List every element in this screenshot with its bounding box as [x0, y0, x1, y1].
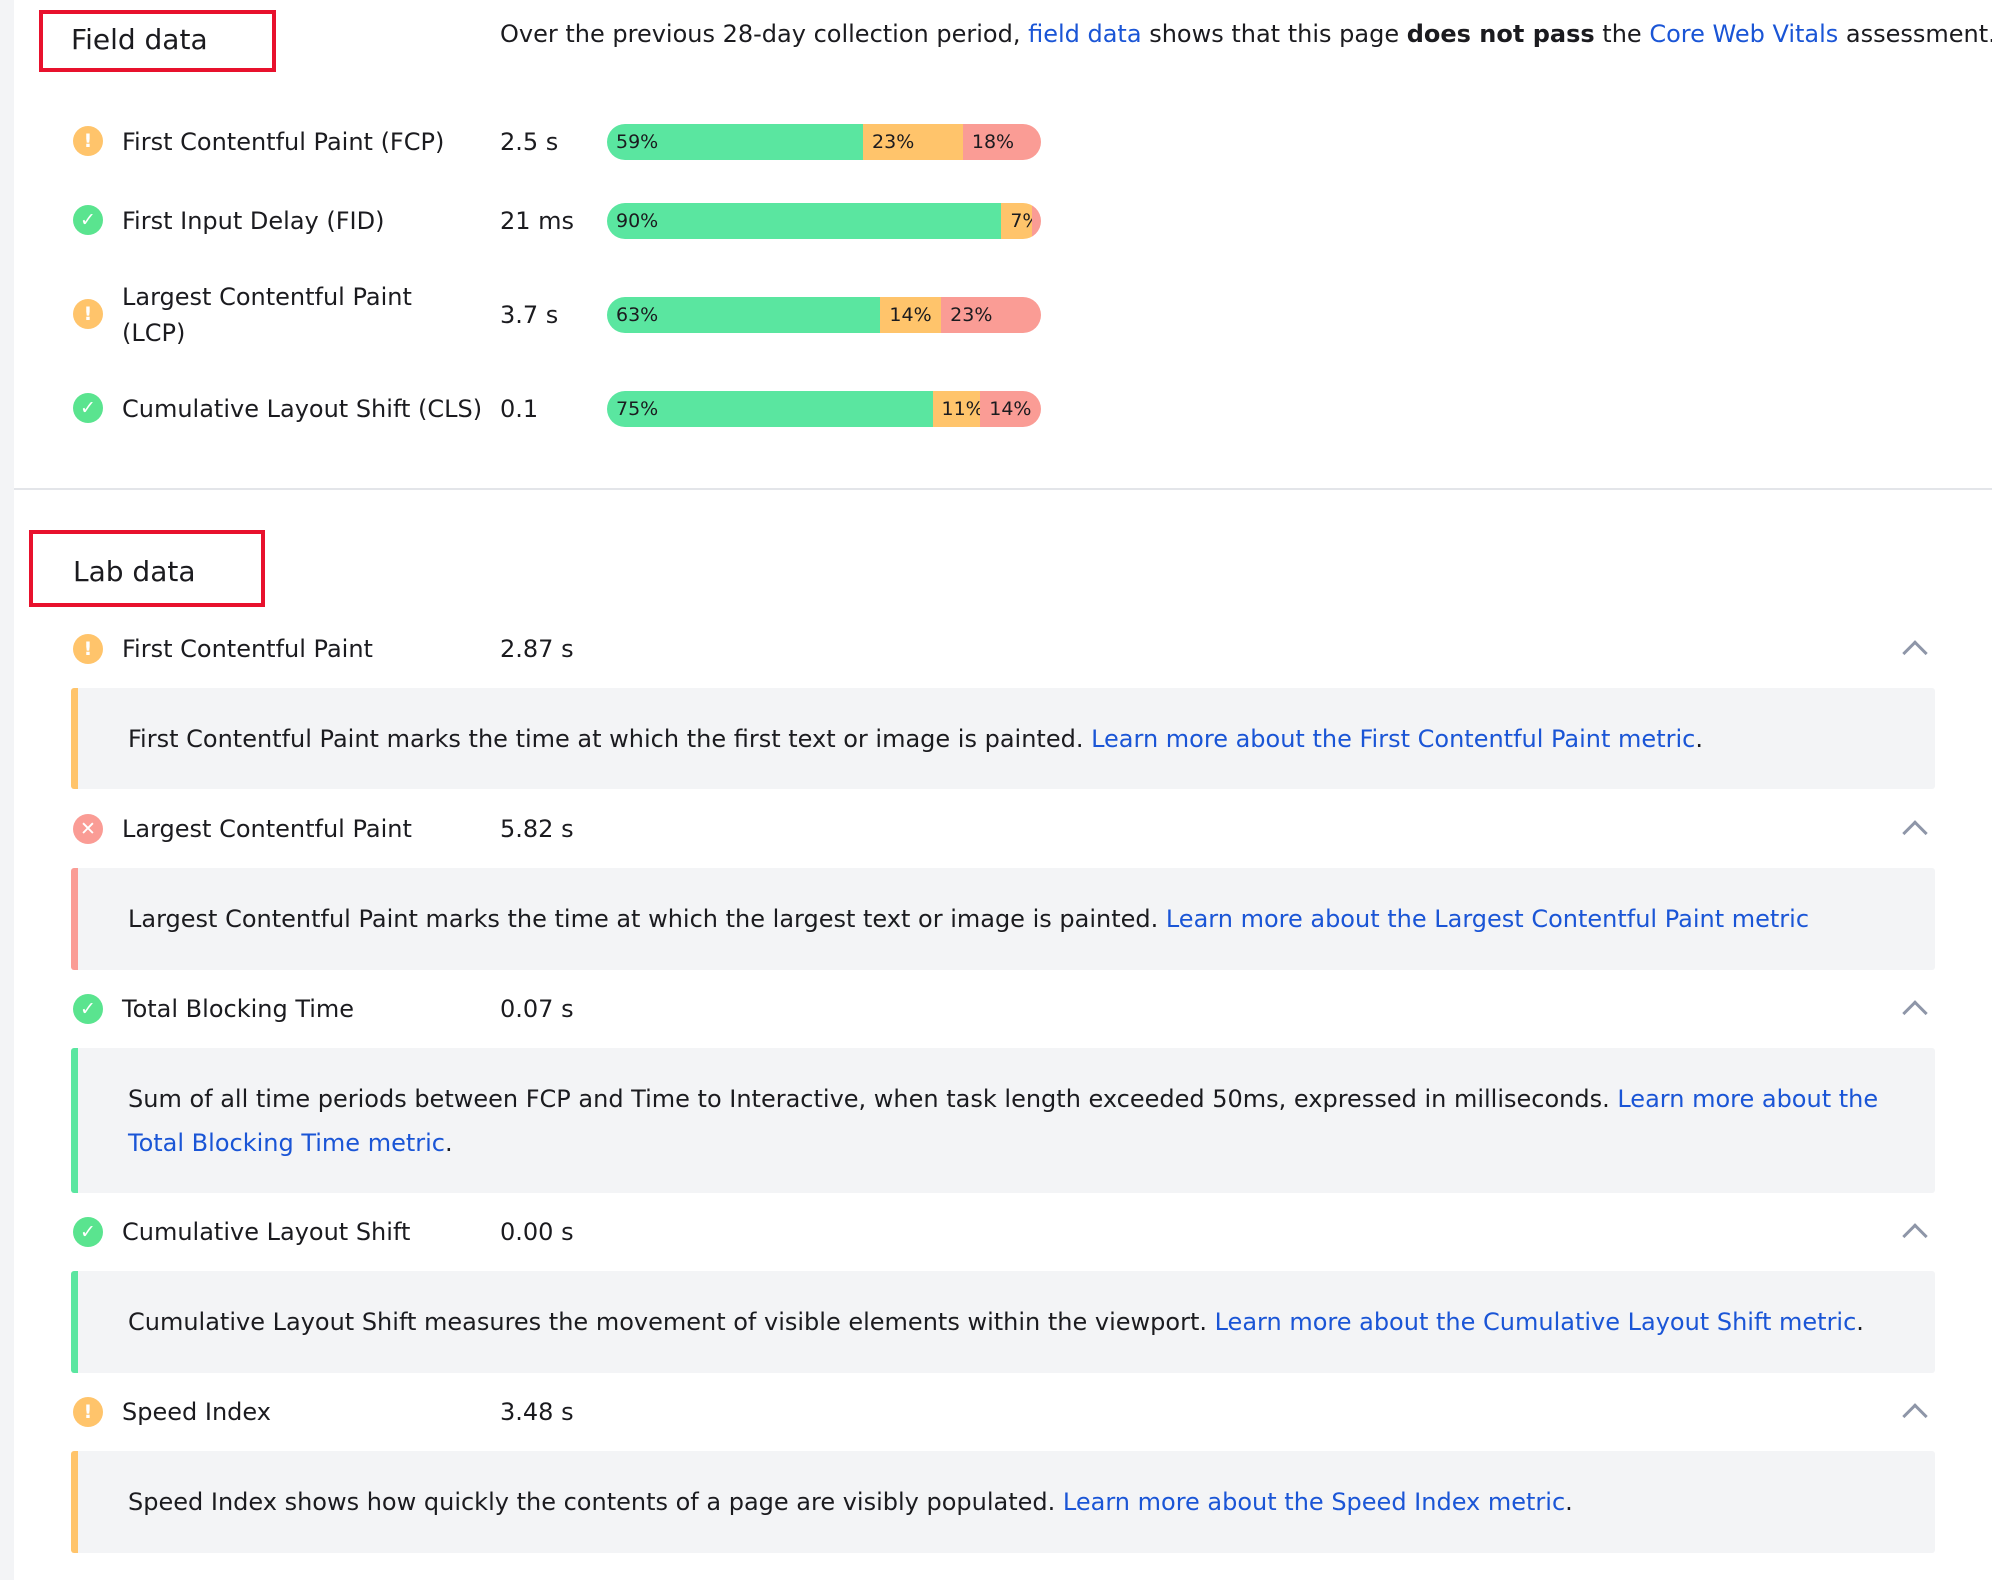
distribution-bar: 59% 23% 18%: [607, 124, 1041, 160]
summary-text: Over the previous 28-day collection peri…: [500, 20, 1029, 48]
summary-text: the: [1594, 20, 1650, 48]
needs-improvement-segment: 14%: [880, 297, 942, 333]
metric-description: Cumulative Layout Shift measures the mov…: [71, 1271, 1935, 1373]
lab-metric-name[interactable]: First Contentful Paint: [122, 635, 373, 663]
chevron-up-icon[interactable]: [1902, 1000, 1928, 1026]
field-metric-value: 21 ms: [500, 207, 575, 235]
lab-metric-value: 0.07 s: [500, 995, 574, 1023]
learn-more-link[interactable]: Learn more about the First Contentful Pa…: [1091, 724, 1696, 753]
section-divider: [14, 488, 1992, 490]
poor-segment: 2%: [1032, 203, 1041, 239]
exclamation-icon: !: [73, 634, 103, 664]
metric-description: Sum of all time periods between FCP and …: [71, 1048, 1935, 1193]
exclamation-icon: !: [73, 1397, 103, 1427]
lab-metric-name[interactable]: Total Blocking Time: [122, 995, 355, 1023]
description-trailing: .: [444, 1128, 453, 1157]
cross-icon: ✕: [73, 814, 103, 844]
check-icon: ✓: [73, 205, 103, 235]
good-segment: 59%: [607, 124, 864, 160]
field-metric-value: 0.1: [500, 395, 539, 423]
field-metric-name-line2: (LCP): [122, 319, 186, 347]
check-icon: ✓: [73, 1217, 103, 1247]
field-metric-value: 2.5 s: [500, 128, 559, 156]
metric-description: Largest Contentful Paint marks the time …: [71, 868, 1935, 970]
lab-metric-value: 0.00 s: [500, 1218, 574, 1246]
chevron-up-icon[interactable]: [1902, 1223, 1928, 1249]
description-trailing: .: [1565, 1488, 1573, 1516]
learn-more-link[interactable]: Learn more about the Largest Contentful …: [1165, 905, 1810, 933]
description-trailing: .: [1695, 724, 1703, 753]
check-icon: ✓: [73, 393, 103, 423]
lab-data-title-text: Lab data: [73, 555, 196, 588]
field-metric-name: First Contentful Paint (FCP): [122, 128, 445, 156]
chevron-up-icon[interactable]: [1902, 1403, 1928, 1429]
distribution-bar: 90%7%2%: [607, 203, 1041, 239]
needs-improvement-segment: 11%: [932, 391, 984, 427]
lab-metric-value: 2.87 s: [500, 635, 574, 663]
learn-more-link[interactable]: Learn more about the Speed Index metric: [1062, 1488, 1566, 1516]
assessment-result: does not pass: [1406, 20, 1595, 48]
field-data-link[interactable]: field data: [1028, 20, 1142, 48]
chevron-up-icon[interactable]: [1902, 640, 1928, 666]
lab-metric-value: 3.48 s: [500, 1398, 574, 1426]
exclamation-icon: !: [73, 299, 103, 329]
summary-text: assessment.: [1838, 20, 1992, 48]
description-text: Sum of all time periods between FCP and …: [128, 1084, 1618, 1113]
description-trailing: .: [1856, 1308, 1864, 1336]
field-data-title-text: Field data: [71, 22, 208, 56]
metric-description: Speed Index shows how quickly the conten…: [71, 1451, 1935, 1553]
learn-more-link[interactable]: Learn more about the Cumulative Layout S…: [1214, 1308, 1857, 1336]
summary-text: shows that this page: [1141, 20, 1407, 48]
lab-data-title: Lab data: [29, 530, 265, 607]
distribution-bar: 75% 11% 14%: [607, 391, 1041, 427]
chevron-up-icon[interactable]: [1902, 820, 1928, 846]
poor-segment: 14%: [980, 391, 1041, 427]
needs-improvement-segment: 7%: [1001, 203, 1040, 239]
description-text: Speed Index shows how quickly the conten…: [128, 1488, 1063, 1516]
good-segment: 90%: [607, 203, 1002, 239]
metric-description: First Contentful Paint marks the time at…: [71, 688, 1935, 789]
field-metric-name: Largest Contentful Paint: [122, 283, 412, 311]
lab-metric-value: 5.82 s: [500, 815, 574, 843]
field-data-title: Field data: [39, 10, 276, 72]
poor-segment: 23%: [941, 297, 1041, 333]
lab-metric-name[interactable]: Largest Contentful Paint: [122, 815, 412, 843]
lab-metric-name[interactable]: Speed Index: [122, 1398, 271, 1426]
field-data-summary: Over the previous 28-day collection peri…: [500, 16, 1992, 52]
exclamation-icon: !: [73, 126, 103, 156]
field-metric-name: First Input Delay (FID): [122, 207, 385, 235]
field-metric-name: Cumulative Layout Shift (CLS): [122, 395, 483, 423]
description-text: Largest Contentful Paint marks the time …: [128, 905, 1166, 933]
description-text: Cumulative Layout Shift measures the mov…: [128, 1308, 1215, 1336]
needs-improvement-segment: 23%: [863, 124, 963, 160]
description-text: First Contentful Paint marks the time at…: [128, 724, 1092, 753]
field-metric-value: 3.7 s: [500, 301, 559, 329]
check-icon: ✓: [73, 994, 103, 1024]
poor-segment: 18%: [962, 124, 1041, 160]
core-web-vitals-link[interactable]: Core Web Vitals: [1649, 20, 1839, 48]
good-segment: 63%: [607, 297, 881, 333]
good-segment: 75%: [607, 391, 933, 427]
page: Field data Over the previous 28-day coll…: [14, 0, 1992, 1580]
distribution-bar: 63% 14% 23%: [607, 297, 1041, 333]
learn-more-link[interactable]: Learn more about the Total Blocking Time…: [128, 1084, 1879, 1157]
lab-metric-name[interactable]: Cumulative Layout Shift: [122, 1218, 411, 1246]
